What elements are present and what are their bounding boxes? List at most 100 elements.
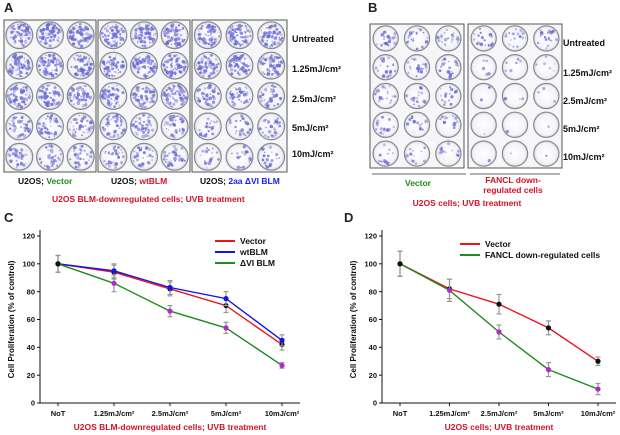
data-point <box>55 261 61 267</box>
plate-a-vector-well <box>66 112 95 141</box>
plate-a-wtblm-well <box>99 112 128 141</box>
plate-b-vector-well <box>435 25 462 52</box>
plate-a-wtblm-well <box>99 142 128 171</box>
panel-c-letter: C <box>4 210 14 225</box>
plate-a-wtblm-well <box>160 112 189 141</box>
plate-b-vector-well <box>435 111 462 139</box>
plate-b-fancl-well <box>501 111 529 139</box>
chart-c: 0 20 40 60 80 100 120 NoT 1.25mJ/cm² 2.5mJ/cm² 5mJ… <box>7 230 300 432</box>
x-tick-label: 10mJ/cm² <box>265 409 300 418</box>
x-tick-label: 5mJ/cm² <box>211 409 242 418</box>
x-tick-label: 5mJ/cm² <box>533 409 564 418</box>
plate-b-vector-well <box>403 111 431 139</box>
plate-a-dvi-well <box>193 81 222 110</box>
y-tick-label: 120 <box>22 232 35 241</box>
plate-a-dvi-well <box>225 21 254 50</box>
panel-a-plates <box>3 19 288 173</box>
plate-a-dvi-well <box>193 112 222 141</box>
panel-b-dose-label-2-5: 2.5mJ/cm² <box>563 96 607 106</box>
panel-a-letter: A <box>4 0 14 15</box>
plate-a-vector-well <box>66 142 95 171</box>
data-point <box>595 386 601 392</box>
plate-a-vector-well <box>66 51 95 80</box>
plate-a-dvi-well <box>193 142 222 171</box>
plate-b-vector-well <box>435 53 462 81</box>
plate-b-fancl-well <box>470 140 497 167</box>
plate-a-dvi-well <box>257 142 286 171</box>
x-tick-label: NoT <box>393 409 408 418</box>
x-tick-label: NoT <box>51 409 66 418</box>
plate-a-dvi-well <box>225 112 254 141</box>
plate-a-wtblm-well <box>99 21 128 50</box>
plate-b-fancl-well <box>501 140 529 167</box>
panel-a-dose-label-5: 5mJ/cm² <box>292 123 329 133</box>
data-point <box>223 325 229 331</box>
plate-b-fancl-well <box>501 25 529 52</box>
plate-a-wtblm-well <box>130 81 159 110</box>
series-vector <box>397 250 601 367</box>
plate-b-vector-well <box>372 140 399 167</box>
x-tick-label: 2.5mJ/cm² <box>152 409 189 418</box>
panel-a-plate-label-dvi: U2OS; 2aa ΔVI BLM <box>200 176 280 186</box>
plate-a-vector-well <box>5 142 34 171</box>
plate-b-vector <box>369 23 465 169</box>
data-point <box>496 329 502 335</box>
plate-b-vector-well <box>403 82 431 110</box>
plate-a-vector-well <box>5 81 34 110</box>
plate-b-fancl-well <box>533 82 560 110</box>
series-vector <box>55 254 285 351</box>
series--vi-blm <box>55 254 285 369</box>
plate-a-wtblm <box>97 19 191 173</box>
y-axis-title: Cell Proliferation (% of control) <box>349 260 358 378</box>
panel-b-caption: U2OS cells; UVB treatment <box>413 198 522 208</box>
plate-a-wtblm-well <box>160 51 189 80</box>
data-point <box>279 337 285 343</box>
plate-a-vector-well <box>35 81 64 110</box>
y-axis-title: Cell Proliferation (% of control) <box>7 260 16 378</box>
y-tick-label: 20 <box>27 371 35 380</box>
panel-b-dose-label-1-25: 1.25mJ/cm² <box>563 68 612 78</box>
y-tick-label: 40 <box>27 343 35 352</box>
x-tick-label: 2.5mJ/cm² <box>481 409 518 418</box>
y-tick-label: 40 <box>369 343 377 352</box>
panel-b-dose-label-10: 10mJ/cm² <box>563 152 605 162</box>
plate-b-vector-well <box>403 53 431 81</box>
plate-a-vector-well <box>5 112 34 141</box>
data-point <box>111 280 117 286</box>
plate-a-vector-well <box>35 142 64 171</box>
plate-a-dvi-well <box>225 142 254 171</box>
plate-a-wtblm-well <box>130 51 159 80</box>
plate-b-vector-well <box>435 82 462 110</box>
panel-a-plate-label-wtblm: U2OS; wtBLM <box>111 176 167 186</box>
plate-b-fancl <box>467 23 563 169</box>
series-fancl-down-regulated-cells <box>397 250 601 396</box>
plate-a-dvi-well <box>225 81 254 110</box>
plate-a-wtblm-well <box>99 81 128 110</box>
plate-b-fancl-well <box>470 25 497 52</box>
y-tick-label: 100 <box>364 259 377 268</box>
data-point <box>397 261 403 267</box>
plate-a-dvi <box>191 19 288 173</box>
x-axis-title: U2OS BLM-downregulated cells; UVB treatm… <box>74 422 267 432</box>
data-point <box>446 287 453 293</box>
legend-label: Vector <box>485 239 512 249</box>
plate-b-fancl-well <box>470 53 497 81</box>
x-axis-title: U2OS cells; UVB treatment <box>445 422 554 432</box>
plate-a-wtblm-well <box>130 112 159 141</box>
plate-a-wtblm-well <box>160 81 189 110</box>
plate-b-fancl-well <box>533 111 560 139</box>
plate-b-vector-well <box>372 25 399 52</box>
data-point <box>279 362 285 369</box>
y-tick-label: 60 <box>369 315 377 324</box>
panel-b-dose-label-5: 5mJ/cm² <box>563 124 600 134</box>
plate-b-fancl-well <box>470 111 497 139</box>
plate-b-fancl-well <box>470 82 497 110</box>
y-tick-label: 20 <box>369 371 377 380</box>
data-point <box>167 308 173 314</box>
legend-label: ΔVI BLM <box>240 258 275 268</box>
legend-label: Vector <box>240 236 267 246</box>
panel-a-plate-labels: U2OS; Vector U2OS; wtBLM U2OS; 2aa ΔVI B… <box>18 176 280 186</box>
plate-a-dvi-well <box>257 51 286 80</box>
